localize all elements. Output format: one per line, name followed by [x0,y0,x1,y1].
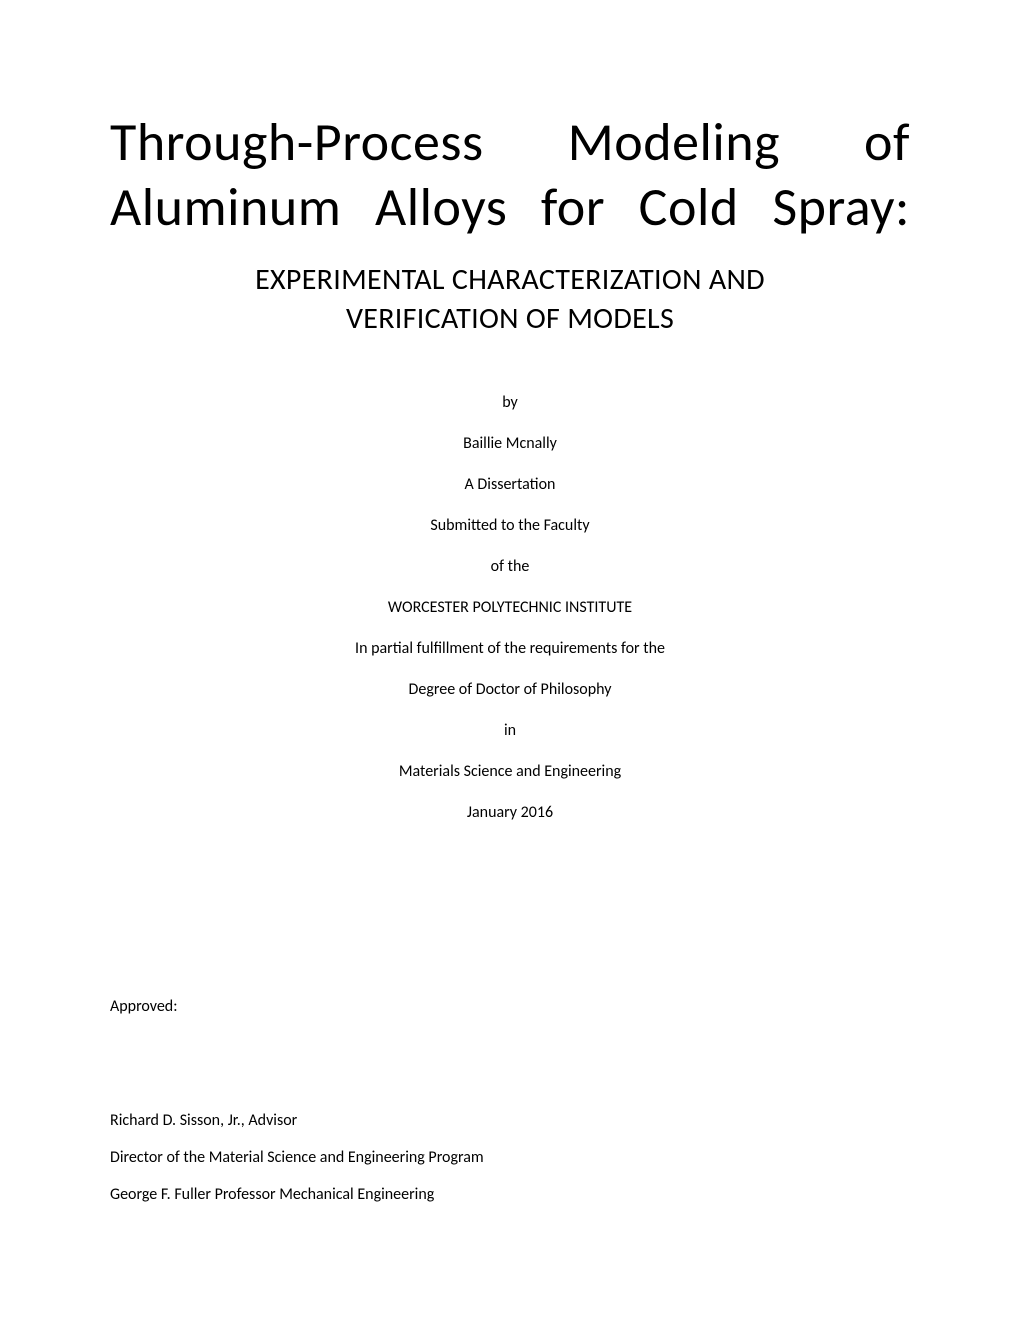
advisor-name: Richard D. Sisson, Jr., Advisor [110,1111,910,1130]
in-label: in [110,721,910,740]
date-text: January 2016 [110,803,910,822]
approved-label: Approved: [110,997,910,1016]
advisor-title: Director of the Material Science and Eng… [110,1148,910,1167]
approved-section: Approved: Richard D. Sisson, Jr., Adviso… [110,997,910,1204]
field-name: Materials Science and Engineering [110,762,910,781]
subtitle-line-2: VERIFICATION OF MODELS [110,299,910,338]
title-line-1: Through-Process Modeling of [110,110,910,175]
degree-text: Degree of Doctor of Philosophy [110,680,910,699]
submitted-to: Submitted to the Faculty [110,516,910,535]
by-label: by [110,393,910,412]
fulfillment-text: In partial fulfillment of the requiremen… [110,639,910,658]
dissertation-subtitle: EXPERIMENTAL CHARACTERIZATION AND VERIFI… [110,260,910,338]
advisor-position: George F. Fuller Professor Mechanical En… [110,1185,910,1204]
subtitle-line-1: EXPERIMENTAL CHARACTERIZATION AND [110,260,910,299]
title-line-2: Aluminum Alloys for Cold Spray: [110,175,910,240]
author-name: Baillie Mcnally [110,434,910,453]
institution-name: WORCESTER POLYTECHNIC INSTITUTE [110,598,910,617]
document-type: A Dissertation [110,475,910,494]
dissertation-title: Through-Process Modeling of Aluminum All… [110,110,910,240]
of-the-label: of the [110,557,910,576]
